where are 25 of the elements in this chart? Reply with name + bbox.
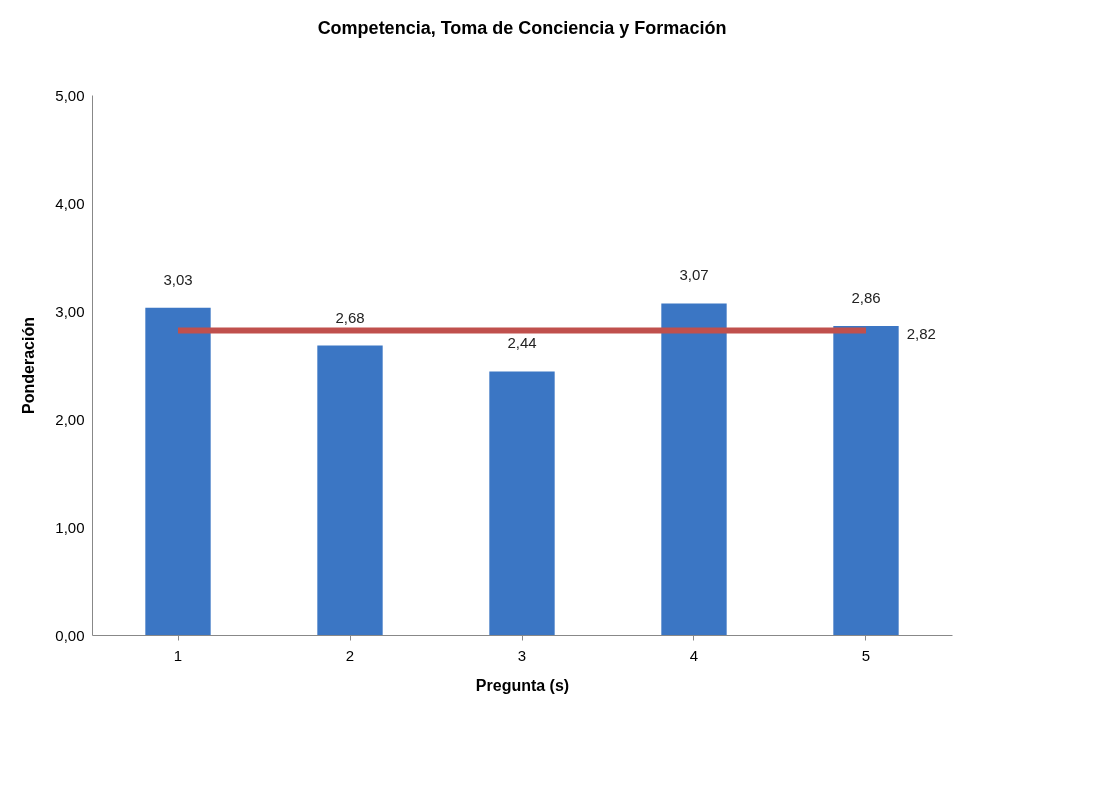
y-tick-label: 4,00 bbox=[55, 194, 85, 212]
bar bbox=[489, 371, 555, 635]
bar bbox=[317, 345, 383, 635]
chart-title: Competencia, Toma de Conciencia y Formación bbox=[317, 18, 727, 38]
y-tick-label: 2,00 bbox=[55, 410, 85, 428]
ref-line-label: 2,82 bbox=[906, 325, 936, 343]
data-label: 2,44 bbox=[507, 334, 537, 352]
data-label: 3,07 bbox=[679, 266, 709, 284]
y-tick-label: 5,00 bbox=[55, 86, 85, 104]
x-tick-label: 4 bbox=[689, 646, 699, 664]
y-axis-title: Ponderación bbox=[20, 317, 38, 414]
x-tick-label: 5 bbox=[861, 646, 871, 664]
data-label: 2,86 bbox=[851, 289, 881, 307]
y-tick-label: 1,00 bbox=[55, 518, 85, 536]
bar bbox=[661, 303, 727, 635]
bar bbox=[145, 307, 211, 635]
y-tick-label: 3,00 bbox=[55, 302, 85, 320]
x-tick-label: 1 bbox=[173, 646, 183, 664]
x-tick-label: 2 bbox=[345, 646, 355, 664]
data-label: 2,68 bbox=[335, 308, 365, 326]
x-axis-title: Pregunta (s) bbox=[475, 676, 570, 694]
data-label: 3,03 bbox=[163, 270, 193, 288]
bar bbox=[833, 326, 899, 635]
x-tick-label: 3 bbox=[517, 646, 527, 664]
y-tick-label: 0,00 bbox=[55, 626, 85, 644]
